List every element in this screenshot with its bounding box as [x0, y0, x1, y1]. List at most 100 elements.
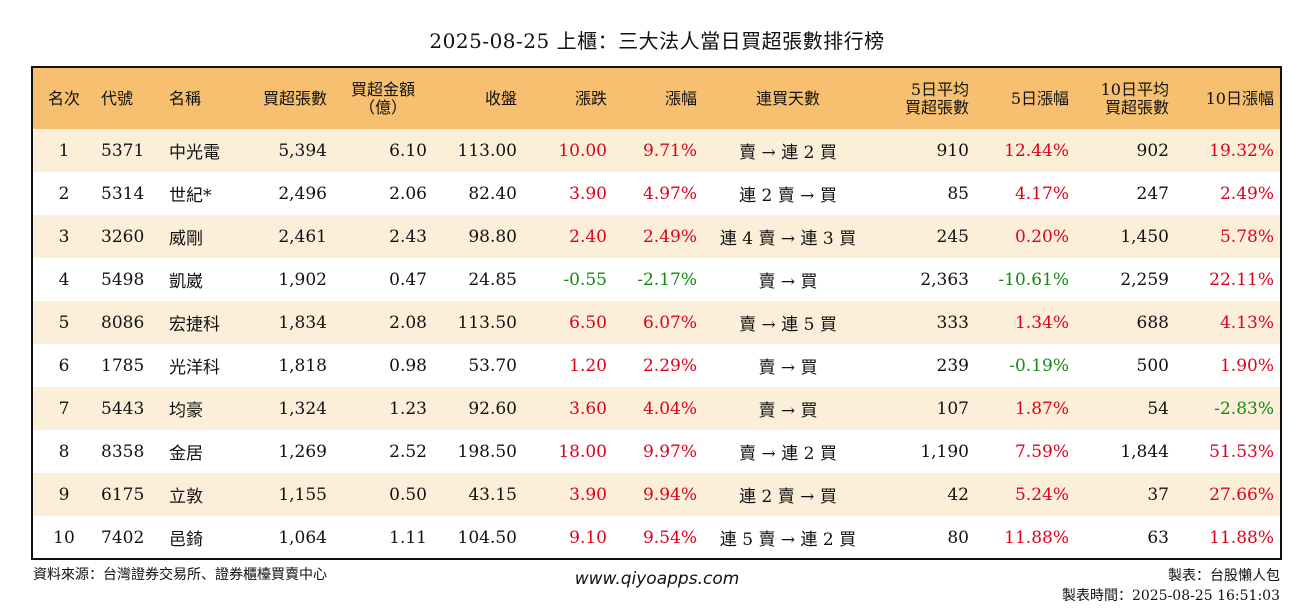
- cell-rank: 1: [58, 140, 70, 161]
- cell-name: 均豪: [169, 401, 203, 421]
- cell-pct5: 11.88%: [1004, 527, 1069, 548]
- cell-code: 8086: [101, 312, 145, 333]
- cell-change: 6.50: [569, 312, 607, 333]
- cell-avg5: 333: [936, 312, 969, 333]
- ranking-table-container: 名次 代號 名稱 買超張數 買超金額 （億） 收盤 漲跌 漲幅 連買天數 5日平…: [31, 66, 1282, 560]
- cell-avg10: 63: [1147, 527, 1169, 548]
- cell-pct: 6.07%: [642, 312, 697, 333]
- cell-pct: -2.17%: [637, 269, 697, 290]
- cell-avg10: 247: [1136, 183, 1169, 204]
- cell-close: 53.70: [468, 355, 517, 376]
- cell-name: 光洋科: [169, 358, 220, 378]
- cell-pct10: -2.83%: [1214, 398, 1274, 419]
- website-link[interactable]: www.qiyoapps.com: [574, 569, 740, 589]
- cell-avg5: 1,190: [920, 441, 969, 462]
- cell-amount: 6.10: [389, 140, 427, 161]
- cell-avg10: 1,844: [1120, 441, 1169, 462]
- cell-close: 24.85: [468, 269, 517, 290]
- cell-amount: 0.47: [389, 269, 427, 290]
- cell-pct10: 51.53%: [1209, 441, 1274, 462]
- data-source-note: 資料來源：台灣證券交易所、證券櫃檯買賣中心: [33, 567, 327, 583]
- table-row: 2 5314 世紀* 2,496 2.06 82.40 3.90 4.97% 連 2 賣 → 買…: [33, 172, 1280, 215]
- table-body: 1 5371 中光電 5,394 6.10 113.00 10.00 9.71% 賣 → 連 2…: [33, 129, 1280, 558]
- cell-change: 1.20: [569, 355, 607, 376]
- cell-pct: 2.49%: [642, 226, 697, 247]
- cell-code: 5314: [101, 183, 145, 204]
- cell-pct: 9.94%: [642, 484, 697, 505]
- cell-avg5: 107: [936, 398, 969, 419]
- table-row: 4 5498 凱崴 1,902 0.47 24.85 -0.55 -2.17% 賣 → 買 2,3…: [33, 258, 1280, 301]
- cell-close: 43.15: [468, 484, 517, 505]
- cell-buy-lots: 1,324: [278, 398, 327, 419]
- cell-amount: 0.50: [389, 484, 427, 505]
- cell-pct5: 1.87%: [1014, 398, 1069, 419]
- col-header-amount: 買超金額 （億）: [333, 68, 433, 129]
- page-title: 2025-08-25 上櫃：三大法人當日買超張數排行榜: [429, 29, 885, 53]
- cell-amount: 0.98: [389, 355, 427, 376]
- cell-streak: 賣 → 連 2 買: [739, 143, 837, 163]
- col-header-code: 代號: [101, 88, 134, 108]
- table-row: 10 7402 邑錡 1,064 1.11 104.50 9.10 9.54% 連 5 賣 → …: [33, 516, 1280, 558]
- cell-streak: 賣 → 連 5 買: [739, 315, 837, 335]
- cell-pct: 4.04%: [642, 398, 697, 419]
- cell-pct5: 5.24%: [1014, 484, 1069, 505]
- cell-close: 198.50: [457, 441, 517, 462]
- cell-pct10: 5.78%: [1219, 226, 1274, 247]
- cell-code: 5371: [101, 140, 145, 161]
- cell-change: 9.10: [569, 527, 607, 548]
- cell-close: 104.50: [457, 527, 517, 548]
- cell-pct10: 2.49%: [1219, 183, 1274, 204]
- cell-amount: 2.52: [389, 441, 427, 462]
- cell-rank: 5: [58, 312, 70, 333]
- cell-rank: 10: [53, 527, 75, 548]
- cell-streak: 連 2 賣 → 買: [739, 487, 837, 507]
- cell-code: 1785: [101, 355, 145, 376]
- cell-buy-lots: 1,155: [278, 484, 327, 505]
- cell-name: 中光電: [169, 143, 220, 163]
- cell-name: 凱崴: [169, 272, 203, 292]
- cell-name: 金居: [169, 444, 203, 464]
- cell-buy-lots: 1,269: [278, 441, 327, 462]
- table-row: 7 5443 均豪 1,324 1.23 92.60 3.60 4.04% 賣 → 買 107 1.…: [33, 387, 1280, 430]
- cell-buy-lots: 2,461: [278, 226, 327, 247]
- cell-name: 世紀*: [169, 186, 212, 206]
- cell-name: 宏捷科: [169, 315, 220, 335]
- col-header-avg5: 5日平均 買超張數: [873, 68, 975, 129]
- cell-name: 威剛: [169, 229, 203, 249]
- col-header-pct10: 10日漲幅: [1205, 88, 1274, 108]
- cell-pct10: 19.32%: [1209, 140, 1274, 161]
- cell-pct5: 12.44%: [1004, 140, 1069, 161]
- cell-amount: 2.43: [389, 226, 427, 247]
- col-header-avg10: 10日平均 買超張數: [1075, 68, 1175, 129]
- cell-pct: 9.54%: [642, 527, 697, 548]
- cell-pct10: 22.11%: [1209, 269, 1274, 290]
- cell-change: 3.60: [569, 398, 607, 419]
- cell-close: 82.40: [468, 183, 517, 204]
- cell-code: 5498: [101, 269, 145, 290]
- col-header-avg10-line2: 買超張數: [1104, 97, 1169, 117]
- cell-rank: 4: [58, 269, 70, 290]
- cell-avg5: 910: [936, 140, 969, 161]
- col-header-name: 名稱: [169, 88, 202, 108]
- cell-streak: 賣 → 連 2 買: [739, 444, 837, 464]
- cell-pct5: 0.20%: [1014, 226, 1069, 247]
- col-header-amount-line2: （億）: [358, 97, 407, 117]
- cell-avg10: 688: [1136, 312, 1169, 333]
- footer-credits: 製表：台股懶人包 製表時間：2025-08-25 16:51:03: [1062, 566, 1280, 606]
- table-row: 6 1785 光洋科 1,818 0.98 53.70 1.20 2.29% 賣 → 買 239 -…: [33, 344, 1280, 387]
- made-time: 製表時間：2025-08-25 16:51:03: [1061, 588, 1280, 604]
- cell-rank: 8: [58, 441, 70, 462]
- cell-avg5: 42: [947, 484, 969, 505]
- cell-close: 98.80: [468, 226, 517, 247]
- cell-buy-lots: 1,064: [278, 527, 327, 548]
- table-row: 1 5371 中光電 5,394 6.10 113.00 10.00 9.71% 賣 → 連 2…: [33, 129, 1280, 172]
- cell-pct: 9.97%: [642, 441, 697, 462]
- cell-name: 邑錡: [169, 530, 203, 550]
- col-header-streak: 連買天數: [755, 88, 820, 108]
- cell-amount: 2.08: [389, 312, 427, 333]
- cell-code: 6175: [101, 484, 145, 505]
- cell-buy-lots: 2,496: [278, 183, 327, 204]
- cell-streak: 賣 → 買: [758, 358, 818, 378]
- cell-pct5: -10.61%: [998, 269, 1069, 290]
- cell-close: 92.60: [468, 398, 517, 419]
